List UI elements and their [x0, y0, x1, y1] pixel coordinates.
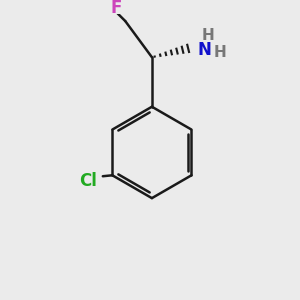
Text: F: F: [110, 0, 122, 17]
Text: H: H: [202, 28, 214, 43]
Text: H: H: [214, 45, 227, 60]
Text: N: N: [197, 40, 211, 58]
Text: Cl: Cl: [79, 172, 97, 190]
